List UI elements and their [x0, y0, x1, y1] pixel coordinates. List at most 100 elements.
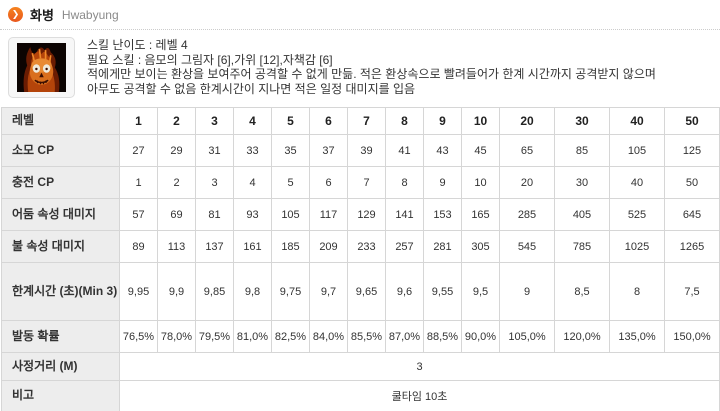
stat-value-cell: 1	[119, 166, 158, 199]
stat-value-cell: 31	[195, 134, 234, 167]
skill-info: 스킬 난이도 : 레벨 4 필요 스킬 : 음모의 그림자 [6],가위 [12…	[8, 37, 720, 98]
merged-value-cell: 쿨타임 10초	[119, 380, 720, 411]
level-header-value: 9	[423, 107, 462, 135]
stat-value-cell: 125	[664, 134, 720, 167]
row-label: 비고	[1, 380, 120, 411]
level-header-value: 7	[347, 107, 386, 135]
stat-value-cell: 129	[347, 198, 386, 231]
stat-value-cell: 645	[664, 198, 720, 231]
stat-value-cell: 65	[499, 134, 555, 167]
stat-value-cell: 105	[609, 134, 665, 167]
row-label: 충전 CP	[1, 166, 120, 199]
skill-stats-table: 레벨 1 2 3 4 5 6 7 8 9 10 20 30 40 50 소모 CP 27 29 31 33 35 37 39…	[1, 107, 720, 411]
table-row: 한계시간 (초)(Min 3) 9,95 9,9 9,85 9,8 9,75 9,7 9,65…	[1, 262, 720, 321]
merged-value-cell: 3	[119, 352, 720, 381]
level-header-value: 4	[233, 107, 272, 135]
table-row: 불 속성 대미지 89 113 137 161 185 209 233 257 281 305 545…	[1, 230, 720, 263]
stat-value-cell: 9,9	[157, 262, 196, 321]
stat-value-cell: 37	[309, 134, 348, 167]
stat-value-cell: 8	[609, 262, 665, 321]
skill-icon-box	[8, 37, 75, 98]
row-label: 불 속성 대미지	[1, 230, 120, 263]
stat-value-cell: 76,5%	[119, 320, 158, 353]
stat-value-cell: 281	[423, 230, 462, 263]
stat-value-cell: 7	[347, 166, 386, 199]
skill-description: 스킬 난이도 : 레벨 4 필요 스킬 : 음모의 그림자 [6],가위 [12…	[87, 37, 656, 98]
table-row: 비고 쿨타임 10초	[1, 380, 720, 411]
stat-value-cell: 141	[385, 198, 424, 231]
level-header-value: 5	[271, 107, 310, 135]
skill-title-korean: 화병	[30, 8, 54, 23]
stat-value-cell: 9,6	[385, 262, 424, 321]
stat-value-cell: 405	[554, 198, 610, 231]
stat-value-cell: 8,5	[554, 262, 610, 321]
stat-value-cell: 9,95	[119, 262, 158, 321]
stat-value-cell: 9,85	[195, 262, 234, 321]
stat-value-cell: 57	[119, 198, 158, 231]
stat-value-cell: 525	[609, 198, 665, 231]
skill-title-english: Hwabyung	[61, 7, 119, 22]
stat-value-cell: 209	[309, 230, 348, 263]
stat-value-cell: 150,0%	[664, 320, 720, 353]
level-header-value: 2	[157, 107, 196, 135]
stat-value-cell: 50	[664, 166, 720, 199]
row-label: 소모 CP	[1, 134, 120, 167]
row-label: 발동 확률	[1, 320, 120, 353]
stat-value-cell: 88,5%	[423, 320, 462, 353]
table-row: 충전 CP 1 2 3 4 5 6 7 8 9 10 20 30 40 50	[1, 166, 720, 199]
level-header-value: 30	[554, 107, 610, 135]
arrow-bullet-icon: ❯	[8, 7, 23, 22]
table-row: 어둠 속성 대미지 57 69 81 93 105 117 129 141 153 165 285 40…	[1, 198, 720, 231]
stat-value-cell: 85	[554, 134, 610, 167]
table-row: 발동 확률 76,5% 78,0% 79,5% 81,0% 82,5% 84,0% 85,5%…	[1, 320, 720, 353]
row-label: 사정거리 (M)	[1, 352, 120, 381]
level-header-value: 1	[119, 107, 158, 135]
stat-value-cell: 40	[609, 166, 665, 199]
stat-value-cell: 89	[119, 230, 158, 263]
stat-value-cell: 33	[233, 134, 272, 167]
stat-value-cell: 81	[195, 198, 234, 231]
stat-value-cell: 6	[309, 166, 348, 199]
skill-description-line1: 적에게만 보이는 환상을 보여주어 공격할 수 없게 만듦. 적은 환상속으로 …	[87, 67, 656, 81]
stat-value-cell: 78,0%	[157, 320, 196, 353]
stat-value-cell: 9,8	[233, 262, 272, 321]
stat-value-cell: 105,0%	[499, 320, 555, 353]
stat-value-cell: 257	[385, 230, 424, 263]
level-header-value: 50	[664, 107, 720, 135]
stat-value-cell: 285	[499, 198, 555, 231]
table-row: 사정거리 (M) 3	[1, 352, 720, 381]
stat-value-cell: 87,0%	[385, 320, 424, 353]
level-header-value: 6	[309, 107, 348, 135]
stat-value-cell: 165	[461, 198, 500, 231]
stat-value-cell: 5	[271, 166, 310, 199]
stat-value-cell: 39	[347, 134, 386, 167]
stat-value-cell: 153	[423, 198, 462, 231]
stat-value-cell: 69	[157, 198, 196, 231]
stat-value-cell: 20	[499, 166, 555, 199]
stat-value-cell: 41	[385, 134, 424, 167]
stat-value-cell: 137	[195, 230, 234, 263]
stat-value-cell: 9	[499, 262, 555, 321]
stat-value-cell: 45	[461, 134, 500, 167]
stat-value-cell: 84,0%	[309, 320, 348, 353]
stat-value-cell: 113	[157, 230, 196, 263]
stat-value-cell: 85,5%	[347, 320, 386, 353]
stat-value-cell: 30	[554, 166, 610, 199]
stat-value-cell: 9,5	[461, 262, 500, 321]
stat-value-cell: 2	[157, 166, 196, 199]
stat-value-cell: 29	[157, 134, 196, 167]
stat-value-cell: 27	[119, 134, 158, 167]
table-row: 소모 CP 27 29 31 33 35 37 39 41 43 45 65 85 105 125	[1, 134, 720, 167]
stat-value-cell: 185	[271, 230, 310, 263]
level-header-value: 10	[461, 107, 500, 135]
level-header-value: 8	[385, 107, 424, 135]
stat-value-cell: 3	[195, 166, 234, 199]
stat-value-cell: 1265	[664, 230, 720, 263]
skill-difficulty: 스킬 난이도 : 레벨 4	[87, 38, 188, 52]
stat-value-cell: 82,5%	[271, 320, 310, 353]
skill-required: 필요 스킬 : 음모의 그림자 [6],가위 [12],자책감 [6]	[87, 52, 333, 67]
level-header-value: 40	[609, 107, 665, 135]
title-bar: ❯ 화병 Hwabyung	[0, 0, 720, 30]
stat-value-cell: 8	[385, 166, 424, 199]
